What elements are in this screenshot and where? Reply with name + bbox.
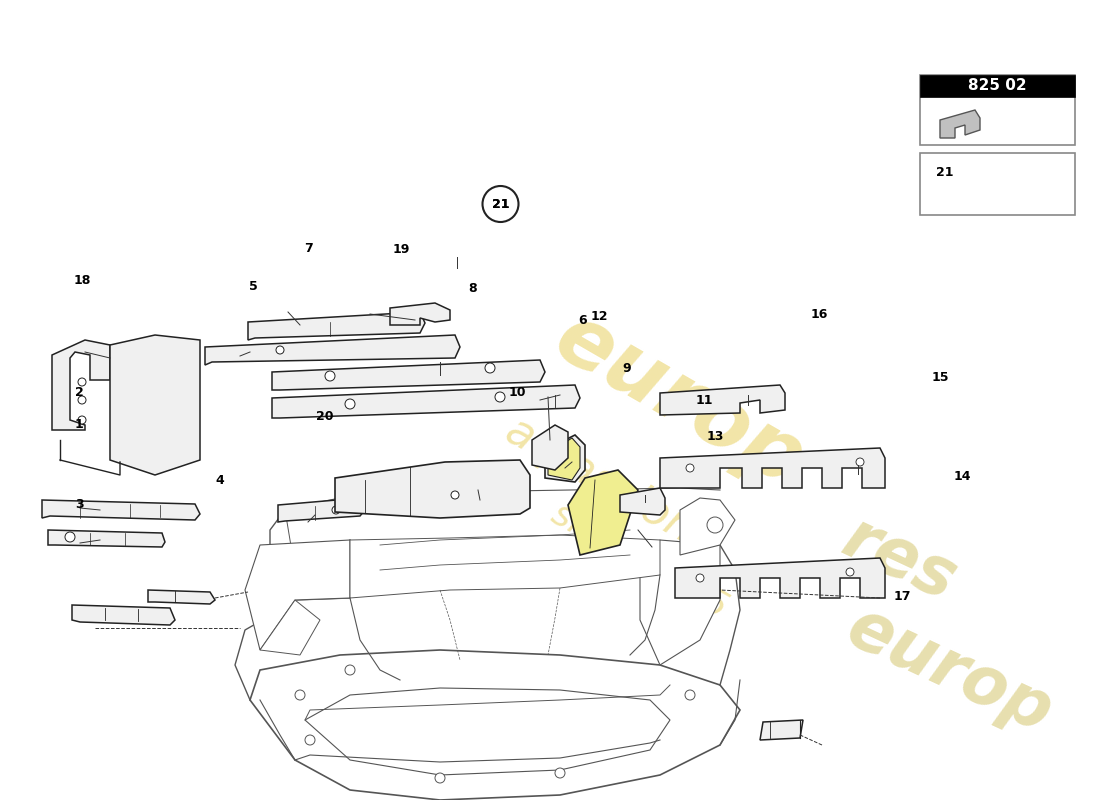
Text: 13: 13 <box>706 430 724 442</box>
Text: 17: 17 <box>893 590 911 602</box>
Circle shape <box>686 464 694 472</box>
Polygon shape <box>272 360 544 390</box>
Text: 7: 7 <box>304 242 312 254</box>
Circle shape <box>305 735 315 745</box>
Polygon shape <box>205 335 460 365</box>
Text: 14: 14 <box>954 470 971 482</box>
Polygon shape <box>305 688 670 775</box>
Circle shape <box>975 163 996 183</box>
Circle shape <box>65 532 75 542</box>
Text: 1: 1 <box>75 418 84 430</box>
Polygon shape <box>272 385 580 418</box>
Polygon shape <box>640 540 720 665</box>
Polygon shape <box>42 500 200 520</box>
Circle shape <box>434 773 446 783</box>
Text: 9: 9 <box>623 362 631 374</box>
Text: 5: 5 <box>249 280 257 293</box>
Circle shape <box>483 186 518 222</box>
Polygon shape <box>278 498 365 522</box>
Polygon shape <box>760 720 803 740</box>
Circle shape <box>345 399 355 409</box>
Circle shape <box>345 665 355 675</box>
Text: europ: europ <box>837 594 1064 746</box>
Circle shape <box>295 690 305 700</box>
Polygon shape <box>350 535 660 598</box>
Polygon shape <box>52 340 110 430</box>
Polygon shape <box>336 460 530 518</box>
Text: 21: 21 <box>936 166 954 179</box>
Circle shape <box>451 491 459 499</box>
Polygon shape <box>260 600 320 655</box>
Circle shape <box>556 768 565 778</box>
Circle shape <box>332 506 340 514</box>
Text: 19: 19 <box>393 243 410 256</box>
Circle shape <box>696 574 704 582</box>
Text: 2: 2 <box>75 386 84 398</box>
Polygon shape <box>680 498 735 555</box>
Text: 20: 20 <box>316 410 333 422</box>
Text: res: res <box>833 506 967 614</box>
Text: 21: 21 <box>492 198 509 210</box>
Text: 4: 4 <box>216 474 224 486</box>
Circle shape <box>685 690 695 700</box>
Polygon shape <box>940 110 980 138</box>
Polygon shape <box>544 435 585 482</box>
Polygon shape <box>248 312 425 340</box>
Polygon shape <box>660 448 886 488</box>
Text: 3: 3 <box>75 498 84 510</box>
Text: a passion: a passion <box>498 409 702 551</box>
Circle shape <box>78 396 86 404</box>
Text: 18: 18 <box>74 274 91 286</box>
Polygon shape <box>110 335 200 475</box>
Text: 12: 12 <box>591 310 608 322</box>
FancyBboxPatch shape <box>920 75 1075 97</box>
Circle shape <box>707 517 723 533</box>
Circle shape <box>495 392 505 402</box>
Circle shape <box>78 416 86 424</box>
Polygon shape <box>568 470 638 555</box>
Polygon shape <box>660 385 785 415</box>
Text: 21: 21 <box>492 198 509 210</box>
Polygon shape <box>675 558 886 598</box>
Polygon shape <box>532 425 568 470</box>
Polygon shape <box>245 540 350 650</box>
Polygon shape <box>48 530 165 547</box>
Circle shape <box>856 458 864 466</box>
Polygon shape <box>148 590 214 604</box>
Text: 8: 8 <box>469 282 477 294</box>
Polygon shape <box>620 488 666 515</box>
Text: 16: 16 <box>811 308 828 321</box>
Text: since 1985: since 1985 <box>546 496 734 624</box>
Text: 11: 11 <box>695 394 713 406</box>
Polygon shape <box>72 605 175 625</box>
Polygon shape <box>390 303 450 325</box>
Circle shape <box>276 346 284 354</box>
Circle shape <box>846 568 854 576</box>
Circle shape <box>485 363 495 373</box>
Polygon shape <box>548 438 580 480</box>
Text: europ: europ <box>541 297 818 503</box>
Text: 10: 10 <box>508 386 526 398</box>
Circle shape <box>324 371 336 381</box>
Circle shape <box>78 378 86 386</box>
FancyBboxPatch shape <box>920 75 1075 145</box>
Text: 15: 15 <box>932 371 949 384</box>
FancyBboxPatch shape <box>920 153 1075 215</box>
Polygon shape <box>250 650 740 800</box>
Text: 825 02: 825 02 <box>968 78 1026 94</box>
Text: 6: 6 <box>579 314 587 326</box>
